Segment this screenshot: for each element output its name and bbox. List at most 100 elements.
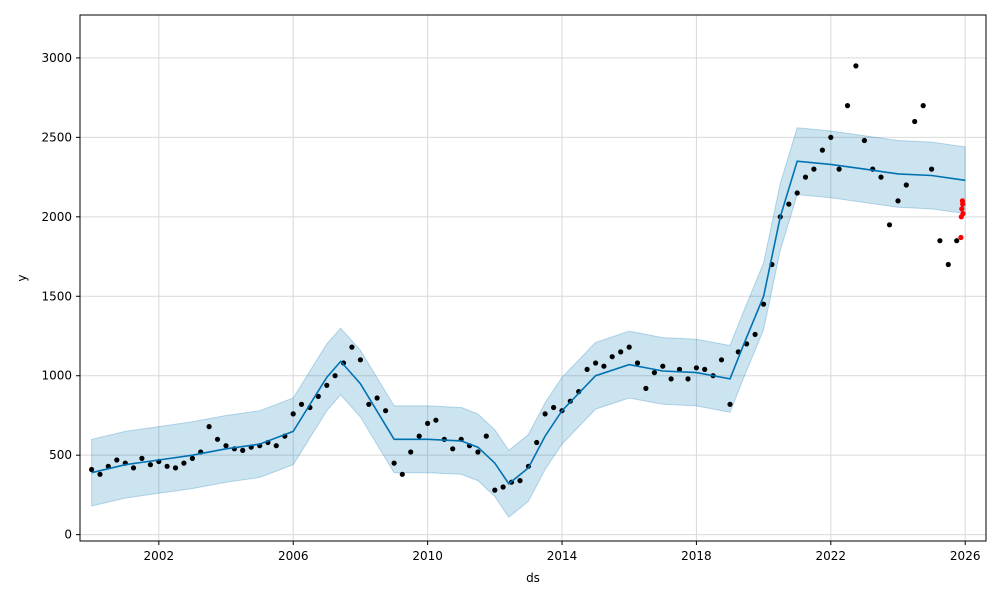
observed-point bbox=[189, 455, 195, 461]
observed-point bbox=[727, 401, 733, 407]
observed-point bbox=[475, 449, 481, 455]
observed-point bbox=[618, 349, 624, 355]
x-tick-label: 2002 bbox=[144, 549, 175, 563]
y-tick-label: 1500 bbox=[41, 289, 72, 303]
y-tick-label: 2000 bbox=[41, 210, 72, 224]
observed-point bbox=[853, 63, 859, 69]
observed-point bbox=[273, 443, 279, 449]
observed-point bbox=[584, 366, 590, 372]
forecast-line-layer bbox=[91, 160, 966, 485]
y-tick-label: 3000 bbox=[41, 51, 72, 65]
observed-point bbox=[332, 373, 338, 379]
y-axis-ticks: 0 500 1000 1500 2000 2500 3000 bbox=[41, 51, 80, 542]
y-tick-label: 1000 bbox=[41, 369, 72, 383]
observed-point bbox=[609, 354, 615, 360]
observed-point bbox=[147, 462, 153, 468]
recent-point bbox=[958, 234, 964, 241]
observed-point bbox=[97, 471, 103, 477]
observed-point bbox=[357, 357, 363, 363]
observed-point bbox=[172, 465, 179, 471]
observed-point bbox=[450, 446, 456, 452]
observed-point bbox=[693, 365, 700, 371]
x-tick-label: 2010 bbox=[412, 549, 443, 563]
observed-point bbox=[130, 465, 137, 471]
observed-point bbox=[298, 401, 305, 407]
observed-point bbox=[324, 382, 330, 388]
recent-point bbox=[959, 206, 965, 212]
observed-point bbox=[752, 331, 758, 337]
observed-point bbox=[878, 174, 884, 180]
y-tick-label: 2500 bbox=[41, 130, 72, 144]
observed-point bbox=[89, 466, 95, 473]
observed-point bbox=[836, 166, 842, 172]
observed-point bbox=[811, 166, 817, 172]
x-axis-label: ds bbox=[526, 571, 540, 585]
observed-point bbox=[626, 344, 632, 350]
forecast-line bbox=[91, 160, 966, 485]
x-tick-label: 2014 bbox=[547, 549, 578, 563]
observed-point bbox=[223, 443, 229, 449]
observed-point bbox=[551, 404, 557, 411]
observed-point bbox=[886, 222, 893, 228]
observed-point bbox=[425, 420, 431, 426]
observed-point bbox=[181, 460, 187, 466]
observed-point bbox=[349, 344, 355, 350]
observed-point bbox=[139, 455, 145, 461]
y-tick-label: 0 bbox=[64, 528, 72, 542]
plot-frame bbox=[79, 14, 987, 542]
observed-point bbox=[408, 449, 414, 455]
observed-point bbox=[433, 417, 439, 423]
observed-point bbox=[651, 370, 658, 376]
observed-point bbox=[660, 363, 666, 369]
observed-point bbox=[500, 484, 506, 490]
observed-point bbox=[383, 408, 389, 414]
y-tick-label: 500 bbox=[49, 448, 72, 462]
observed-point bbox=[315, 393, 321, 399]
observed-point bbox=[903, 182, 909, 188]
observed-point bbox=[114, 457, 120, 463]
observed-point bbox=[945, 261, 951, 268]
observed-point bbox=[802, 174, 809, 180]
observed-point bbox=[702, 366, 708, 372]
observed-point bbox=[105, 463, 111, 469]
observed-point bbox=[643, 385, 649, 391]
observed-point bbox=[634, 360, 641, 366]
observed-point bbox=[668, 376, 674, 382]
observed-point bbox=[601, 363, 607, 369]
x-tick-label: 2026 bbox=[950, 549, 981, 563]
observed-point bbox=[240, 447, 246, 453]
observed-point bbox=[895, 198, 901, 204]
observed-point bbox=[937, 238, 943, 244]
recent-point bbox=[960, 201, 966, 207]
observed-point bbox=[786, 201, 792, 207]
observed-point bbox=[685, 376, 691, 382]
observed-point bbox=[761, 301, 767, 307]
observed-point bbox=[861, 137, 868, 144]
observed-point bbox=[819, 147, 826, 153]
x-tick-label: 2006 bbox=[278, 549, 309, 563]
recent-points-layer bbox=[958, 198, 966, 241]
observed-point bbox=[593, 360, 599, 366]
observed-point bbox=[718, 357, 725, 363]
observed-point bbox=[517, 478, 523, 484]
observed-point bbox=[676, 366, 683, 372]
observed-point bbox=[844, 103, 851, 109]
observed-point bbox=[164, 463, 170, 469]
observed-point bbox=[492, 487, 498, 493]
x-axis-ticks: 2002 2006 2010 2014 2018 2022 2026 bbox=[144, 541, 981, 563]
observed-point bbox=[214, 436, 221, 442]
observed-point bbox=[290, 411, 296, 417]
observed-point bbox=[912, 118, 918, 125]
y-axis-label: y bbox=[15, 274, 29, 281]
observed-point bbox=[366, 401, 372, 407]
observed-points-layer bbox=[89, 63, 960, 493]
observed-point bbox=[920, 103, 926, 109]
observed-point bbox=[954, 238, 960, 244]
recent-point bbox=[960, 211, 966, 217]
x-tick-label: 2018 bbox=[681, 549, 712, 563]
observed-point bbox=[794, 190, 800, 196]
observed-point bbox=[374, 395, 380, 401]
